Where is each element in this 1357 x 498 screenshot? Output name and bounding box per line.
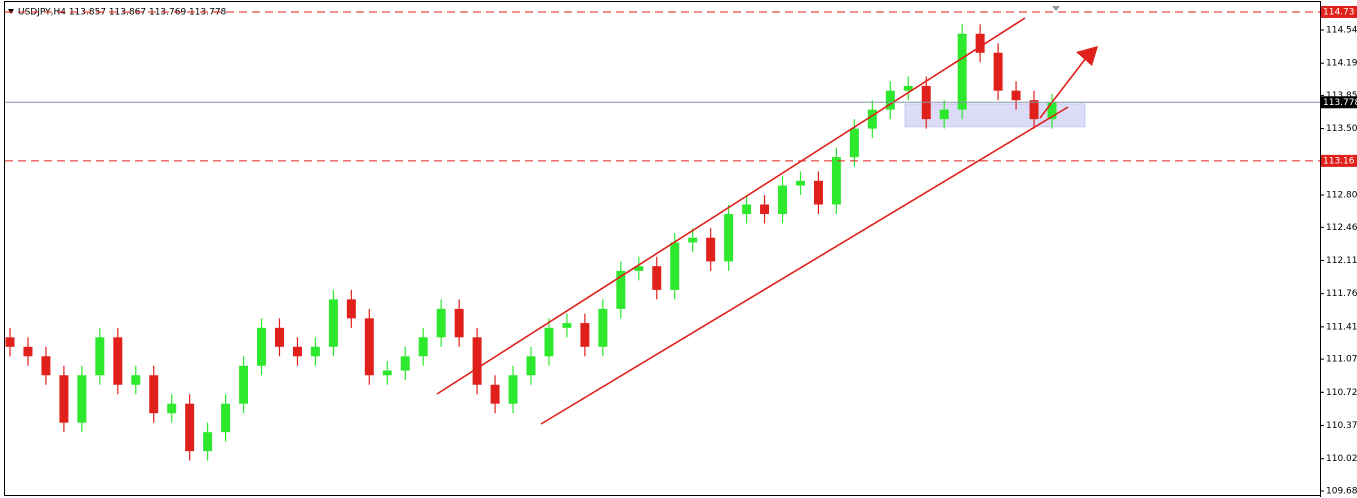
candle-body (652, 266, 662, 290)
candle-body (5, 337, 15, 347)
y-tick-label: 113.500 (1326, 124, 1357, 134)
candle-body (418, 337, 428, 357)
candle-body (113, 337, 123, 385)
candle-body (59, 375, 69, 423)
candle-body (1047, 102, 1057, 120)
candle-body (364, 318, 374, 376)
level-tag (1321, 154, 1357, 167)
candle-body (526, 356, 536, 376)
drawings (436, 17, 1098, 425)
candle-body (131, 375, 141, 385)
channel-lower (540, 106, 1069, 425)
candle-body (221, 403, 231, 433)
y-tick-label: 113.850 (1326, 91, 1357, 101)
level-label: 114.73 (1323, 7, 1355, 17)
candle-body (292, 346, 302, 357)
candle-body (706, 237, 716, 262)
y-tick-label: 111.410 (1326, 322, 1357, 332)
candle-body (993, 52, 1003, 91)
candle-body (328, 299, 338, 347)
y-tick-label: 112.800 (1326, 191, 1357, 201)
candle-body (867, 109, 877, 129)
candle-body (544, 327, 554, 357)
candle-body (41, 356, 51, 376)
chart-title: USDJPY,H4 113.857 113.867 113.769 113.77… (18, 8, 227, 18)
candle-body (831, 157, 841, 205)
candle-body (454, 308, 464, 338)
candle-body (346, 299, 356, 319)
candle-body (77, 375, 87, 423)
candle-body (688, 237, 698, 243)
candle-body (400, 356, 410, 371)
candle-body (616, 270, 626, 309)
y-tick-label: 112.110 (1326, 256, 1357, 266)
candle-body (670, 242, 680, 290)
arrow-shaft (1039, 57, 1087, 119)
candle-body (562, 323, 572, 328)
candle-body (257, 327, 267, 366)
current-price-label: 113.778 (1323, 98, 1357, 108)
y-tick-label: 110.020 (1326, 454, 1357, 464)
plot-frame (4, 1, 1321, 496)
y-tick-label: 110.720 (1326, 388, 1357, 398)
candle-body (508, 375, 518, 404)
candle-body (724, 213, 734, 262)
candle-body (239, 365, 249, 404)
y-tick-label: 112.460 (1326, 223, 1357, 233)
current-price-tag (1321, 96, 1357, 109)
y-tick-label: 111.070 (1326, 355, 1357, 365)
candle-body (957, 33, 967, 110)
candle-body (472, 337, 482, 385)
candle-body (167, 403, 177, 414)
candle-body (849, 128, 859, 158)
level-tag (1321, 5, 1357, 18)
shift-marker (1052, 6, 1060, 11)
candle-body (778, 185, 788, 214)
candle-body (634, 266, 644, 271)
candle-body (975, 33, 985, 53)
candle-body (185, 403, 195, 452)
y-tick-label: 110.370 (1326, 421, 1357, 431)
candle-body (1029, 100, 1039, 120)
candle-body (490, 384, 500, 404)
candle-body (1011, 90, 1021, 101)
candle-body (598, 308, 608, 347)
y-tick-label: 109.680 (1326, 486, 1357, 496)
candle-body (23, 346, 33, 357)
candle-body (795, 180, 805, 186)
arrow-head (1076, 46, 1098, 66)
candle-body (742, 204, 752, 214)
candle-body (310, 346, 320, 357)
level-label: 113.16 (1323, 156, 1355, 166)
candle-body (885, 90, 895, 110)
candle-body (382, 370, 392, 376)
support-zone (904, 103, 1086, 128)
candle-body (903, 85, 913, 91)
y-tick-label: 111.760 (1326, 289, 1357, 299)
y-tick-label: 114.190 (1326, 59, 1357, 69)
channel-upper (436, 17, 1026, 395)
candle-body (203, 432, 213, 452)
candle-body (580, 323, 590, 347)
y-tick-label: 114.540 (1326, 25, 1357, 35)
candle-body (95, 337, 105, 376)
candle-body (436, 308, 446, 338)
candle-body (149, 375, 159, 414)
candle-body (813, 180, 823, 205)
candle-body (939, 109, 949, 120)
candle-body (274, 327, 284, 347)
candle-body (760, 204, 770, 214)
